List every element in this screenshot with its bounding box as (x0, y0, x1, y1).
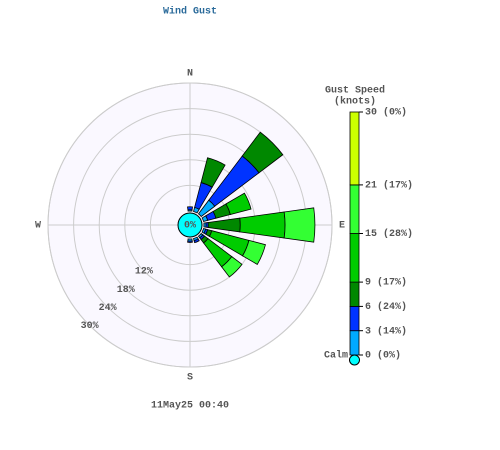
wind-segment (193, 238, 200, 244)
direction-label: W (35, 221, 41, 232)
legend-label: 30 (0%) (365, 107, 407, 119)
r-tick-label: 18% (117, 285, 135, 296)
direction-label: S (187, 373, 193, 384)
legend-swatch (349, 281, 360, 307)
legend-swatch (349, 184, 360, 234)
calm-label: 0% (184, 221, 196, 232)
legend-calm (349, 354, 360, 366)
wind-segment (225, 192, 252, 215)
wind-segment (187, 206, 193, 211)
legend-calm-label: Calm (324, 350, 348, 362)
legend-swatch (349, 233, 360, 283)
wind-segment (221, 256, 243, 278)
wind-segment (241, 131, 284, 174)
wind-segment (283, 207, 316, 243)
legend-label: 9 (17%) (365, 277, 407, 289)
legend-label: 15 (28%) (365, 228, 413, 240)
wind-segment (187, 240, 193, 243)
chart-subtitle: 11May25 00:40 (151, 401, 229, 412)
legend-label: 6 (24%) (365, 301, 407, 313)
legend-label: 3 (14%) (365, 325, 407, 337)
legend-label: 21 (17%) (365, 180, 413, 192)
direction-label: E (339, 221, 345, 232)
legend-title: Gust Speed (325, 85, 385, 97)
r-tick-label: 30% (81, 321, 99, 332)
direction-label: N (187, 69, 193, 80)
chart-title: Wind Gust (163, 6, 217, 18)
legend-swatch (349, 330, 360, 356)
wind-segment (242, 239, 266, 265)
r-tick-label: 12% (135, 267, 153, 278)
legend-swatch (349, 305, 360, 332)
r-tick-label: 24% (99, 303, 117, 314)
legend-swatch (349, 111, 360, 186)
calm-circle (177, 212, 203, 238)
legend-label: 0 (0%) (365, 350, 401, 362)
wind-segment (200, 157, 226, 188)
legend-title: (knots) (334, 96, 376, 108)
